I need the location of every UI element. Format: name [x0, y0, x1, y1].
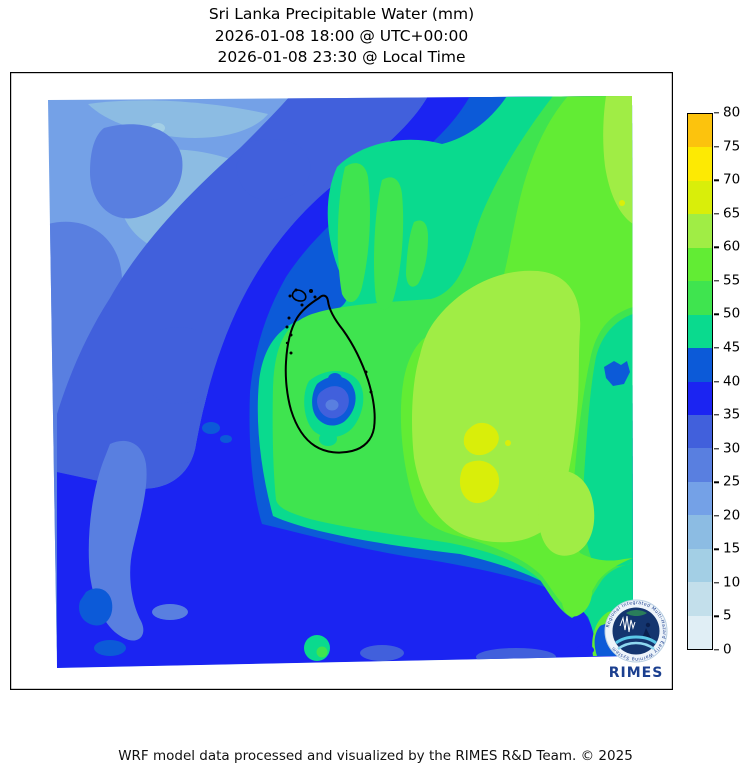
logo-globe: [612, 607, 660, 655]
colorbar-band-65-70: [688, 180, 712, 215]
title-block: Sri Lanka Precipitable Water (mm) 2026-0…: [0, 4, 683, 69]
logo-wordmark: RIMES: [609, 665, 664, 681]
colorbar-band-20-25: [688, 481, 712, 516]
rimes-logo: Regional Integrated Multi-Hazard Early W…: [604, 599, 668, 681]
colorbar-band-75-80: [688, 114, 712, 148]
map-panel: Regional Integrated Multi-Hazard Early W…: [10, 72, 673, 690]
colorbar-band-50-55: [688, 281, 712, 315]
logo-person-body: [643, 628, 651, 638]
bottom-overlays: [79, 422, 633, 666]
logo-landmass: [626, 610, 647, 616]
colorbar-band-5-10: [688, 582, 712, 616]
colorbar-band-35-40: [688, 381, 712, 415]
logo-wave-2: [617, 641, 655, 651]
colorbar-band-45-50: [688, 314, 712, 349]
colorbar: [687, 113, 713, 650]
sri-lanka-outline: [284, 289, 376, 454]
map-canvas: Regional Integrated Multi-Hazard Early W…: [10, 72, 673, 690]
east-edge-azure-blob: [604, 361, 630, 386]
colorbar-band-10-15: [688, 548, 712, 583]
colorbar-band-15-20: [688, 515, 712, 549]
island-interior-minimum: [304, 371, 364, 446]
colorbar-band-30-35: [688, 414, 712, 449]
colorbar-band-0-5: [688, 615, 712, 649]
colorbar-band-70-75: [688, 147, 712, 181]
contour-65-70-maxima: [459, 200, 625, 504]
colorbar-band-60-65: [688, 214, 712, 248]
colorbar-ticks: 0 5 10 15 20 25 30 35 40 45 50 55 60 65 70 75 80: [687, 105, 740, 658]
footer-credit: WRF model data processed and visualized …: [118, 748, 633, 764]
contour-60-65: [412, 96, 633, 556]
axes-frame: [10, 72, 673, 690]
colorbar-band-40-45: [688, 348, 712, 382]
title-utc-time: 2026-01-08 18:00 @ UTC+00:00: [214, 26, 469, 45]
coastal-islets: [285, 288, 373, 394]
contour-layers: [48, 96, 633, 668]
colorbar-band-55-60: [688, 247, 712, 282]
logo-wave-1: [615, 635, 657, 645]
colorbar-band-25-30: [688, 448, 712, 482]
page-title: Sri Lanka Precipitable Water (mm): [208, 5, 475, 23]
contour-30-35: [57, 96, 428, 489]
logo-seismograph-trace: [619, 615, 636, 633]
title-local-time: 2026-01-08 23:30 @ Local Time: [217, 48, 466, 66]
logo-person: [645, 622, 651, 628]
